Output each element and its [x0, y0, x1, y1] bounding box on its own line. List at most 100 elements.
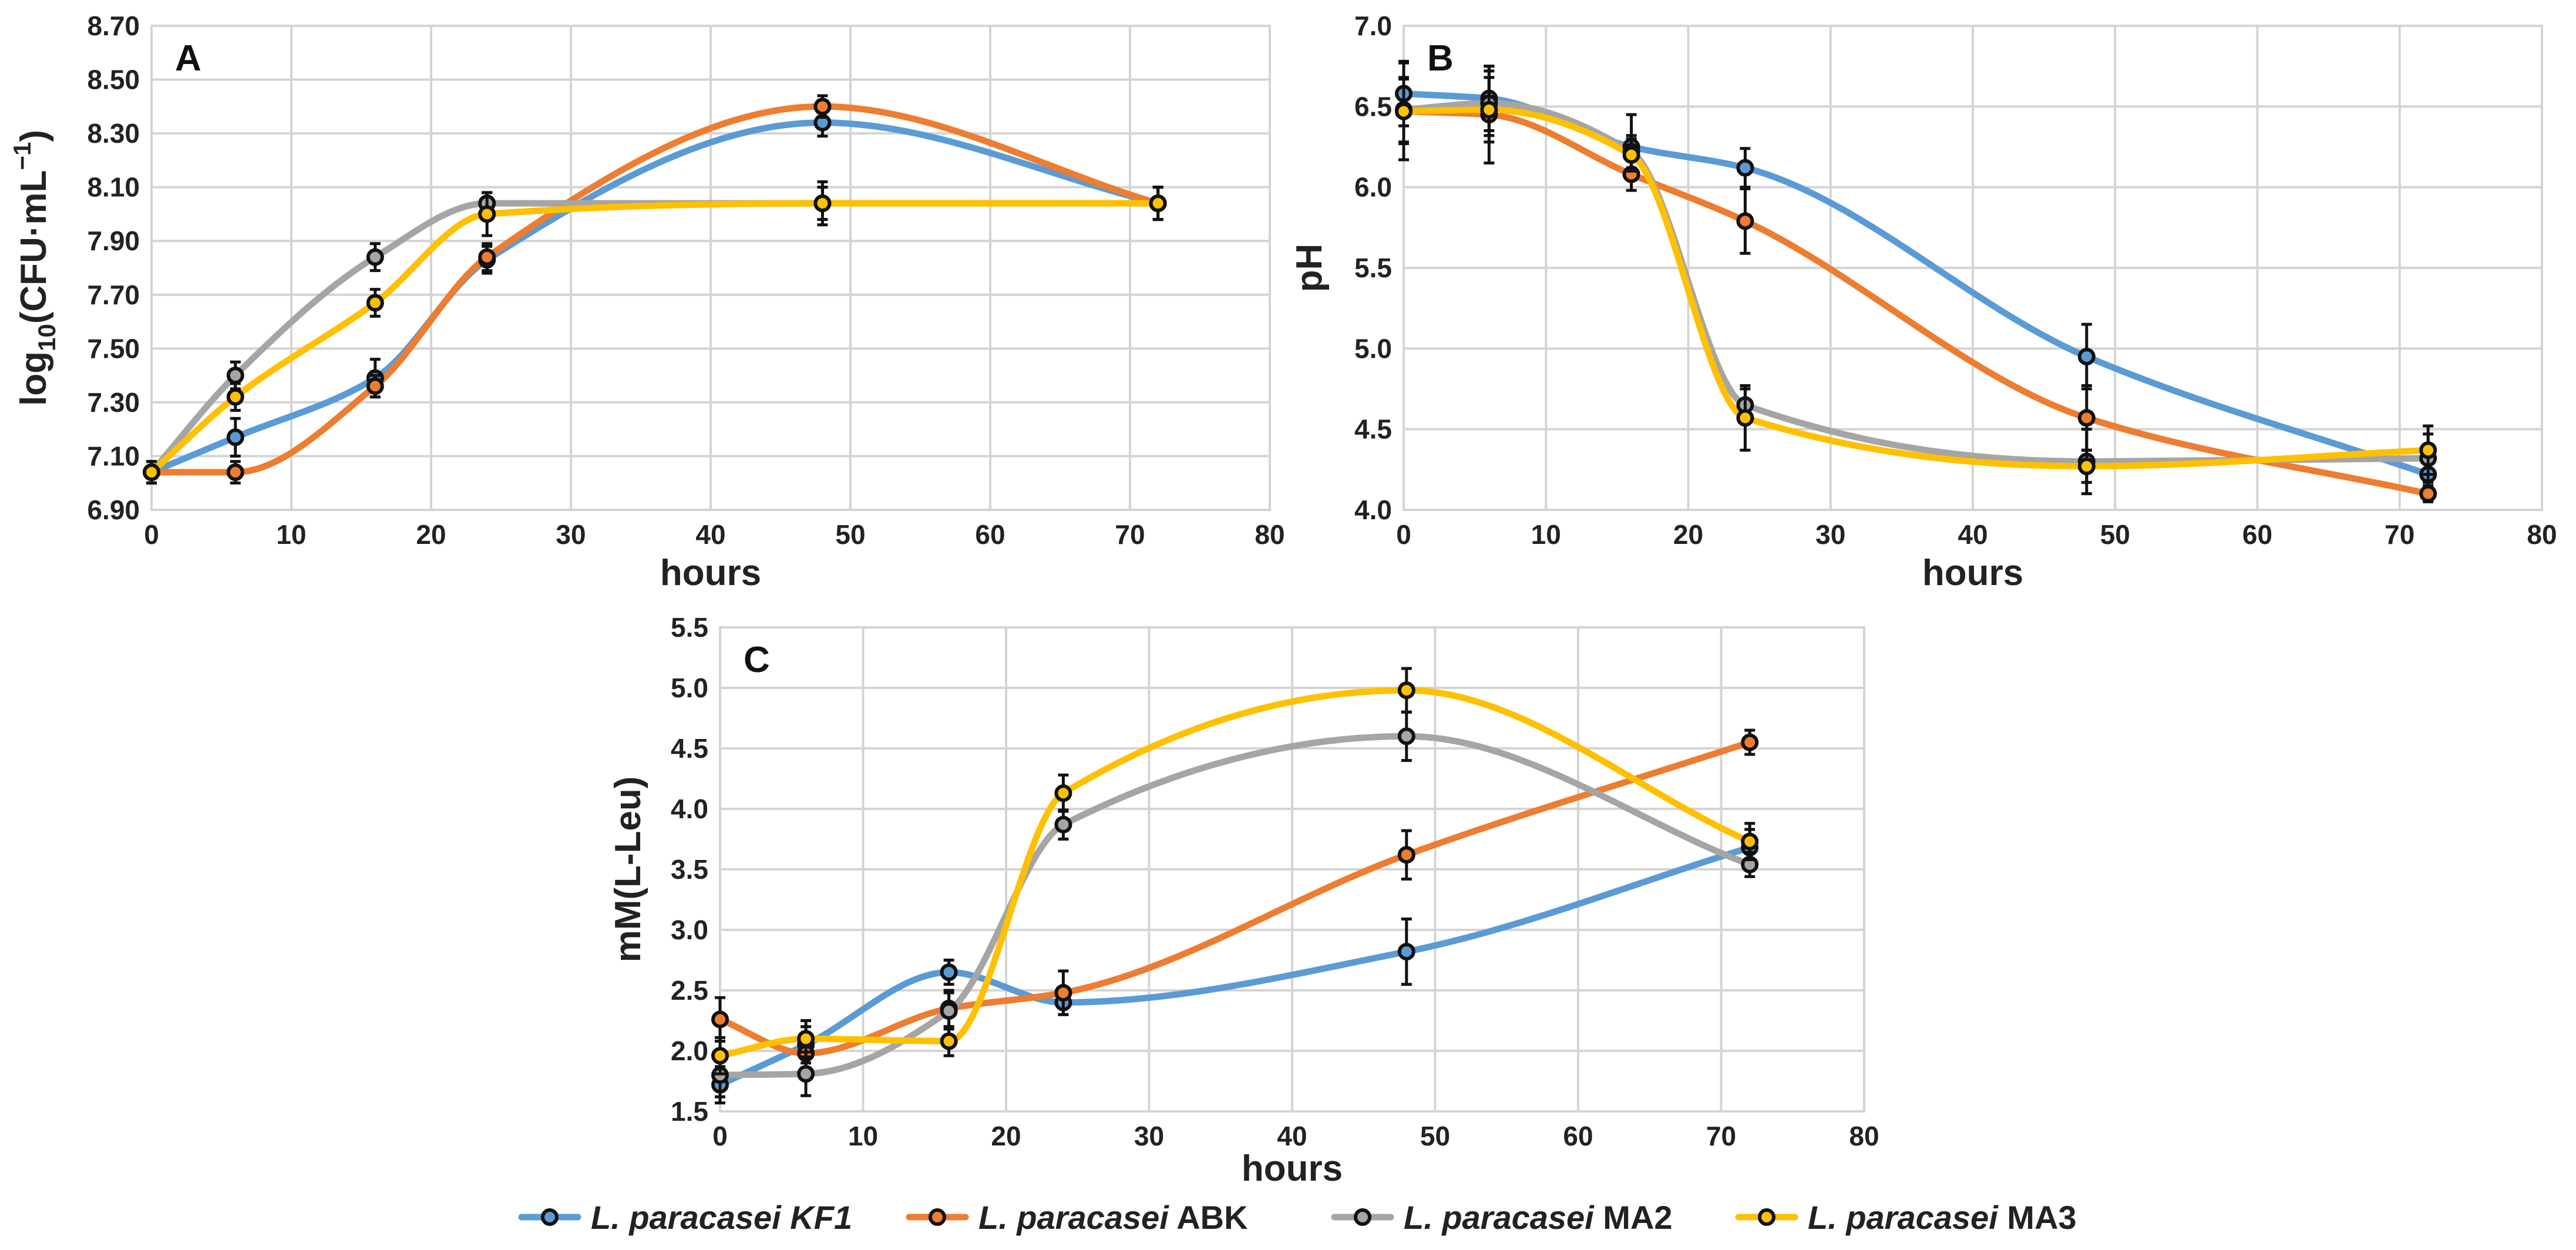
y-axis-label-part: (CFU·mL — [14, 170, 54, 324]
data-point — [1054, 815, 1072, 834]
data-point — [711, 1047, 729, 1065]
y-tick-label: 6.0 — [1354, 172, 1392, 203]
legend-label-species: L. paracasei — [978, 1199, 1169, 1236]
x-axis-label: hours — [1242, 1148, 1343, 1189]
x-tick-label: 0 — [712, 1121, 728, 1151]
x-tick-label: 50 — [2100, 519, 2130, 550]
data-point — [2419, 485, 2437, 503]
x-tick-label: 70 — [2385, 519, 2414, 550]
x-tick-label: 50 — [1420, 1121, 1450, 1151]
x-tick-labels: 0 10 20 30 40 50 60 70 80 — [712, 1121, 1879, 1151]
data-point — [1054, 784, 1072, 802]
data-point — [1741, 733, 1759, 751]
x-tick-label: 0 — [1396, 519, 1411, 550]
panel-a: 0 10 20 30 40 50 60 70 80 6.90 7.10 7.30 7.50 7.70 7.9… — [8, 11, 1285, 593]
data-point — [813, 98, 832, 116]
series-ma2 — [717, 732, 1753, 1078]
x-tick-label: 70 — [1115, 519, 1145, 550]
y-tick-label: 2.5 — [671, 975, 708, 1006]
y-tick-labels: 4.0 4.5 5.0 5.5 6.0 6.5 7.0 — [1354, 11, 1392, 525]
legend-item-kf1: L. paracasei KF1 — [518, 1199, 852, 1236]
data-point — [940, 1032, 958, 1050]
gridlines — [150, 25, 1271, 511]
y-tick-label: 8.10 — [87, 172, 140, 203]
legend-item-abk: L. paracasei ABK — [906, 1199, 1248, 1236]
panel-b: 0 10 20 30 40 50 60 70 80 4.0 4.5 5.0 5.5 6.0 6.5 7.0 ho… — [1289, 11, 2557, 593]
series-ma2 — [1400, 100, 2432, 465]
x-tick-label: 50 — [835, 519, 865, 550]
series-abk — [1400, 108, 2432, 497]
data-point — [940, 963, 958, 982]
x-axis-label: hours — [1922, 553, 2023, 593]
x-tick-label: 60 — [1563, 1121, 1593, 1151]
x-tick-label: 40 — [1277, 1121, 1307, 1151]
data-point — [1622, 146, 1640, 164]
data-point — [1480, 100, 1498, 119]
data-point — [813, 194, 832, 213]
series-ma3-points — [1395, 76, 2437, 484]
data-point — [797, 1065, 815, 1083]
data-point — [1397, 681, 1415, 700]
series-ma3-points — [711, 667, 1759, 1076]
series-ma3 — [1400, 106, 2432, 470]
y-tick-label: 3.0 — [671, 915, 708, 945]
data-point — [1736, 409, 1754, 427]
data-point — [2077, 409, 2096, 427]
plot-frame — [719, 626, 1865, 1113]
x-tick-label: 60 — [2242, 519, 2272, 550]
x-tick-label: 0 — [144, 519, 159, 550]
legend-label-strain: ABK — [1169, 1199, 1248, 1236]
data-point — [1397, 943, 1415, 961]
series-line — [148, 200, 1162, 476]
data-point — [2077, 348, 2096, 366]
y-axis-label-part: ) — [14, 130, 54, 142]
x-tick-labels: 0 10 20 30 40 50 60 70 80 — [1396, 519, 2557, 550]
y-tick-label: 7.90 — [87, 226, 140, 256]
y-tick-label: 7.30 — [87, 387, 140, 418]
data-point — [1741, 832, 1759, 851]
x-tick-label: 40 — [1958, 519, 1988, 550]
series-abk — [717, 739, 1753, 1057]
x-tick-label: 20 — [1673, 519, 1703, 550]
data-point — [2419, 441, 2437, 459]
y-tick-label: 1.5 — [671, 1096, 708, 1127]
x-tick-label: 80 — [2527, 519, 2557, 550]
series-kf1 — [1400, 90, 2432, 478]
x-tick-label: 40 — [695, 519, 725, 550]
y-axis-label: mM(L-Leu) — [608, 777, 648, 963]
legend-swatch-marker — [1354, 1208, 1371, 1226]
x-tick-label: 80 — [1255, 519, 1284, 550]
data-point — [797, 1030, 815, 1048]
data-point — [940, 1002, 958, 1020]
y-axis-label-subscript: 10 — [33, 324, 60, 351]
y-tick-label: 8.50 — [87, 65, 140, 95]
series-line — [1400, 108, 2432, 497]
y-tick-labels: 1.5 2.0 2.5 3.0 3.5 4.0 4.5 5.0 5.5 — [671, 612, 708, 1127]
legend-label: L. paracasei KF1 — [591, 1199, 852, 1236]
y-tick-label: 5.5 — [671, 612, 708, 643]
legend-swatch-marker — [929, 1208, 946, 1226]
y-tick-label: 7.50 — [87, 333, 140, 364]
panel-label: C — [744, 640, 770, 680]
data-point — [366, 248, 384, 266]
data-point — [1395, 102, 1413, 120]
y-axis-label: pH — [1289, 244, 1330, 293]
data-point — [1736, 212, 1754, 230]
y-tick-label: 2.0 — [671, 1036, 708, 1066]
x-tick-label: 20 — [416, 519, 446, 550]
x-tick-label: 30 — [1134, 1121, 1164, 1151]
data-point — [478, 248, 496, 266]
legend-label-strain: MA3 — [1998, 1199, 2077, 1236]
legend-label: L. paracasei MA3 — [1808, 1199, 2077, 1236]
y-tick-label: 5.0 — [1354, 333, 1392, 364]
y-tick-label: 4.0 — [1354, 495, 1392, 525]
legend-label-species: L. paracasei KF1 — [591, 1199, 852, 1236]
series-ma2-points — [143, 180, 1167, 485]
series-kf1 — [717, 844, 1753, 1088]
series-ma3 — [148, 200, 1162, 476]
y-axis-label-superscript: −1 — [8, 142, 36, 170]
legend-label-species: L. paracasei — [1808, 1199, 1999, 1236]
x-axis-label: hours — [660, 553, 761, 593]
y-tick-label: 8.70 — [87, 11, 140, 41]
